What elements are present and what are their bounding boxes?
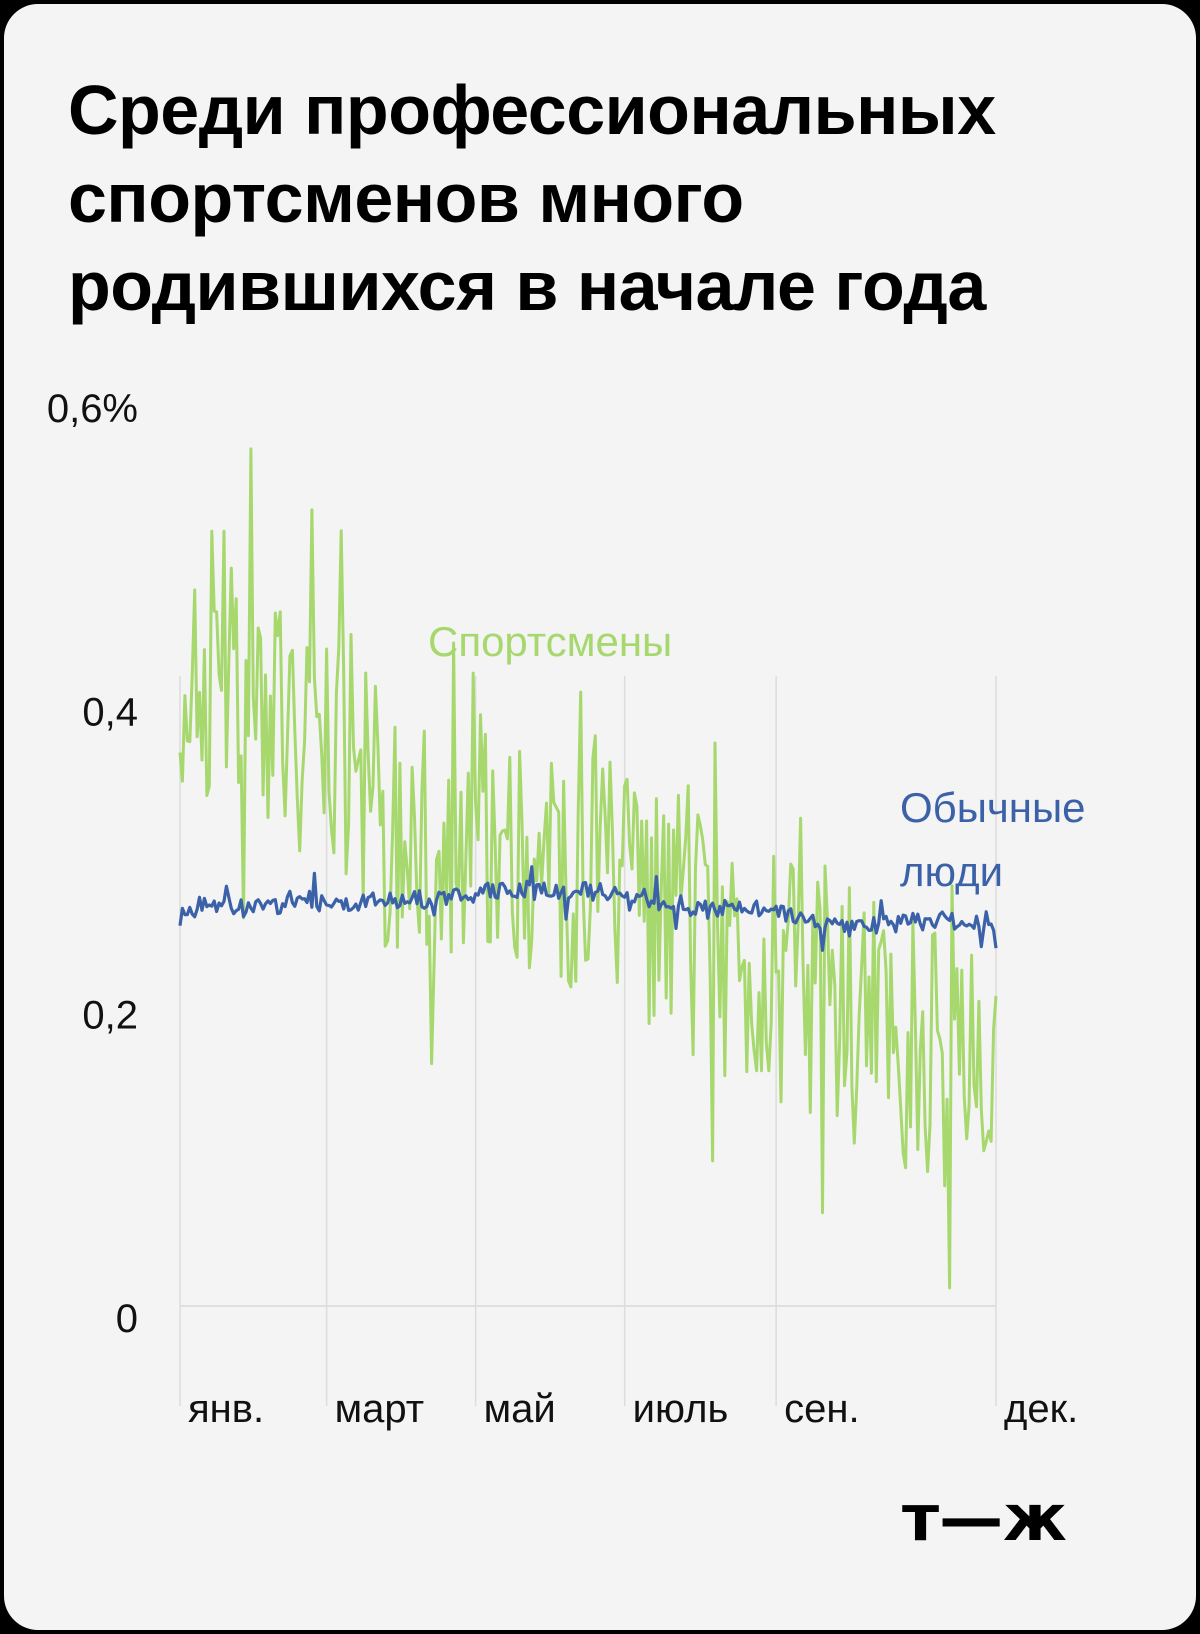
x-tick-label: янв. [188, 1387, 264, 1431]
series-line-athletes [178, 447, 998, 1290]
x-tick-label: дек. [1004, 1387, 1078, 1431]
line-chart: янв. март май июль сен. дек. 0,6% 0,4 0,2 0 Спорт… [47, 387, 1086, 1431]
series-lines [178, 447, 998, 1290]
series-label: люди [900, 848, 1003, 895]
series-label: Обычные [900, 784, 1086, 831]
x-tick-label: май [484, 1387, 556, 1431]
x-tick-label: сен. [784, 1387, 859, 1431]
y-tick-label: 0,2 [82, 994, 138, 1038]
y-tick-label: 0,6% [47, 387, 138, 431]
series-label: Спортсмены [428, 618, 672, 665]
y-tick-label: 0,4 [82, 690, 138, 734]
x-tick-label: июль [633, 1387, 729, 1431]
logo-text: т—ж [902, 1492, 1067, 1552]
x-tick-label: март [335, 1387, 424, 1431]
y-tick-label: 0 [116, 1297, 138, 1341]
series-labels: Спортсмены Обычные люди [428, 618, 1086, 895]
series-line-people [178, 865, 998, 952]
chart-title: Среди профессиональных спортсменов много… [68, 71, 996, 325]
logo: т—ж [902, 1492, 1067, 1552]
chart-card: Среди профессиональных спортсменов много… [4, 4, 1196, 1630]
axis-labels: янв. март май июль сен. дек. 0,6% 0,4 0,2 0 [47, 387, 1078, 1431]
